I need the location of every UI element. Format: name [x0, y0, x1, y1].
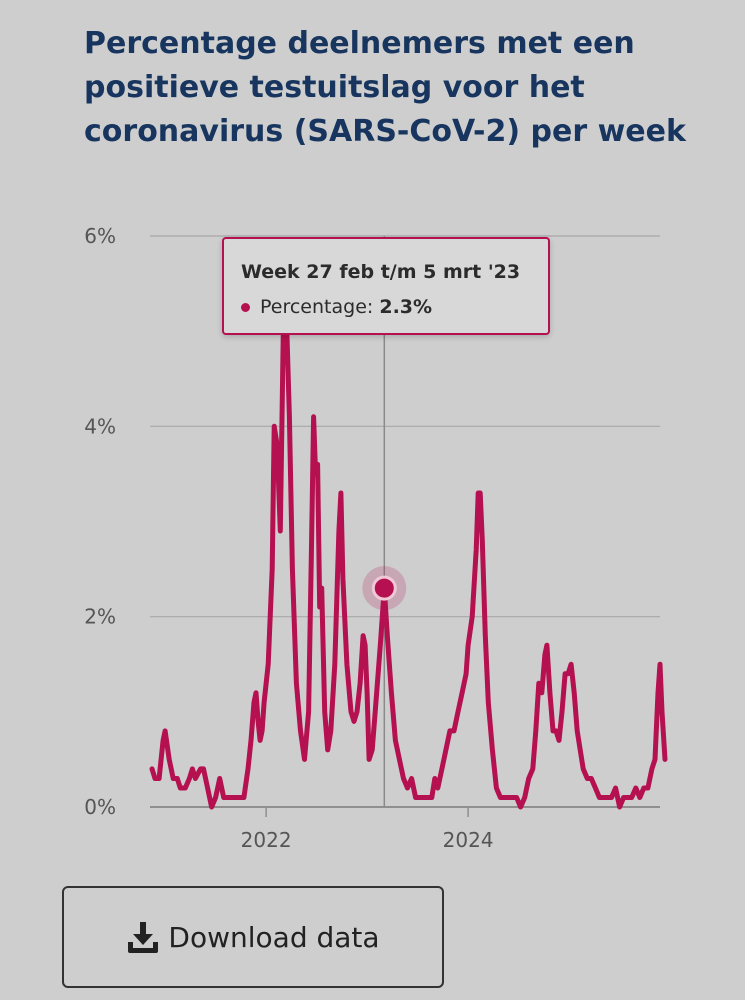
line-chart: 0% 2% 4% 6% 2022 2024: [84, 224, 668, 852]
gridlines: [150, 235, 660, 808]
y-tick-label: 0%: [84, 795, 116, 819]
x-tick-label: 2024: [443, 828, 494, 852]
y-tick-label: 4%: [84, 414, 116, 438]
series-legend-dot: [241, 303, 250, 312]
series-line-percentage[interactable]: [149, 262, 668, 810]
x-axis-ticks: 2022 2024: [241, 807, 494, 852]
y-tick-label: 2%: [84, 605, 116, 629]
tooltip-label: Percentage:: [260, 296, 374, 318]
download-data-button[interactable]: Download data: [62, 886, 444, 988]
y-axis-ticks: 0% 2% 4% 6%: [84, 224, 116, 819]
download-icon: [128, 922, 159, 953]
tooltip-title: Week 27 feb t/m 5 mrt '23: [241, 261, 521, 283]
download-label: Download data: [168, 920, 380, 954]
chart-title: Percentage deelnemers met een positieve …: [84, 26, 686, 149]
tooltip-row: Percentage: 2.3%: [241, 296, 432, 318]
y-tick-label: 6%: [84, 224, 116, 248]
highlight-point[interactable]: [371, 575, 397, 601]
x-tick-label: 2022: [241, 828, 292, 852]
tooltip: Week 27 feb t/m 5 mrt '23 Percentage: 2.…: [222, 237, 550, 335]
tooltip-value: 2.3%: [379, 296, 433, 318]
